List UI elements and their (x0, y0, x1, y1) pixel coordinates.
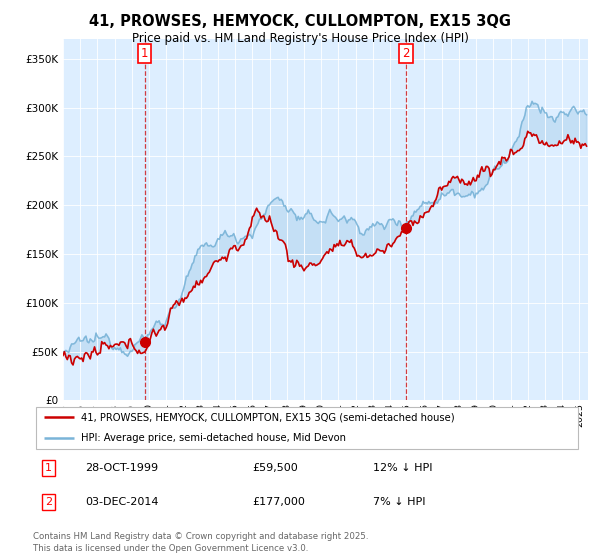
Text: Price paid vs. HM Land Registry's House Price Index (HPI): Price paid vs. HM Land Registry's House … (131, 32, 469, 45)
Text: 1: 1 (45, 463, 52, 473)
Text: 2: 2 (45, 497, 52, 507)
Text: 28-OCT-1999: 28-OCT-1999 (85, 463, 158, 473)
Text: 41, PROWSES, HEMYOCK, CULLOMPTON, EX15 3QG: 41, PROWSES, HEMYOCK, CULLOMPTON, EX15 3… (89, 14, 511, 29)
Text: £59,500: £59,500 (253, 463, 298, 473)
Text: 1: 1 (141, 48, 149, 60)
Text: Contains HM Land Registry data © Crown copyright and database right 2025.
This d: Contains HM Land Registry data © Crown c… (33, 532, 368, 553)
FancyBboxPatch shape (36, 407, 578, 449)
Text: 41, PROWSES, HEMYOCK, CULLOMPTON, EX15 3QG (semi-detached house): 41, PROWSES, HEMYOCK, CULLOMPTON, EX15 3… (82, 412, 455, 422)
Text: 2: 2 (402, 48, 410, 60)
Text: 7% ↓ HPI: 7% ↓ HPI (373, 497, 426, 507)
Text: 12% ↓ HPI: 12% ↓ HPI (373, 463, 433, 473)
Text: £177,000: £177,000 (253, 497, 305, 507)
Text: 03-DEC-2014: 03-DEC-2014 (85, 497, 158, 507)
Text: HPI: Average price, semi-detached house, Mid Devon: HPI: Average price, semi-detached house,… (82, 433, 346, 444)
